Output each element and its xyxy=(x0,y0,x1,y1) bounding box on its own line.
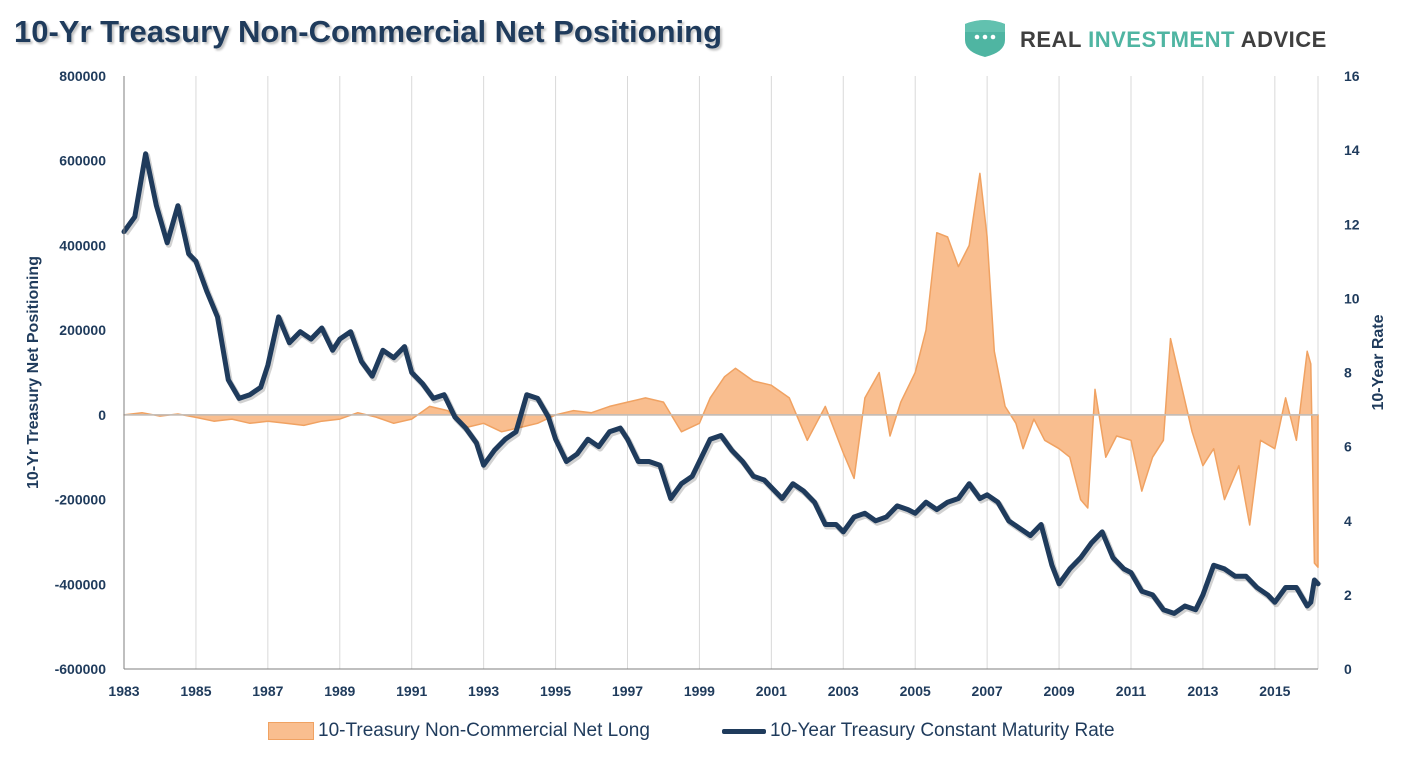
x-tick-label: 1999 xyxy=(684,683,715,699)
x-tick-label: 1995 xyxy=(540,683,571,699)
y-right-tick-label: 0 xyxy=(1344,661,1352,677)
y-right-tick-label: 14 xyxy=(1344,142,1360,158)
rate-line xyxy=(121,151,1321,616)
x-tick-label: 2003 xyxy=(828,683,859,699)
legend-label-net-long: 10-Treasury Non-Commercial Net Long xyxy=(318,720,650,741)
y-right-tick-label: 12 xyxy=(1344,216,1360,232)
brand-word-advice: ADVICE xyxy=(1240,27,1327,52)
net-long-area-series xyxy=(123,172,1319,569)
y-axis-right-label: 10-Year Rate xyxy=(1370,314,1387,410)
y-right-tick-label: 4 xyxy=(1344,513,1352,529)
legend: 10-Treasury Non-Commercial Net Long 10-Y… xyxy=(0,718,1401,748)
x-tick-label: 2011 xyxy=(1116,683,1147,699)
legend-swatch-line xyxy=(722,728,766,734)
y-left-tick-label: 800000 xyxy=(59,68,106,84)
x-tick-label: 2009 xyxy=(1043,683,1074,699)
brand-word-investment: INVESTMENT xyxy=(1088,27,1235,52)
y-right-tick-label: 8 xyxy=(1344,365,1352,381)
chart-svg: 1983 1985 1987 1989 1991 1993 1995 1997 1999 2001… xyxy=(25,68,1387,699)
x-tick-label: 1983 xyxy=(108,683,139,699)
y-left-tick-label: 600000 xyxy=(59,153,106,169)
x-tick-label: 2007 xyxy=(972,683,1003,699)
y-axis-left-label: 10-Yr Treasury Net Positioning xyxy=(25,256,42,489)
y-left-tick-label: -400000 xyxy=(55,576,107,592)
x-tick-label: 2005 xyxy=(900,683,931,699)
y-left-tick-label: 400000 xyxy=(59,237,106,253)
x-tick-label: 1989 xyxy=(324,683,355,699)
x-tick-label: 2013 xyxy=(1187,683,1218,699)
y-left-tick-label: -600000 xyxy=(55,661,107,677)
brand-logo: REAL INVESTMENT ADVICE xyxy=(962,18,1382,58)
legend-item-net-long: 10-Treasury Non-Commercial Net Long xyxy=(268,720,650,742)
chart-title: 10-Yr Treasury Non-Commercial Net Positi… xyxy=(14,14,723,49)
x-tick-label: 2001 xyxy=(756,683,787,699)
legend-item-rate: 10-Year Treasury Constant Maturity Rate xyxy=(722,720,1115,742)
x-tick-label: 2015 xyxy=(1259,683,1290,699)
y-right-tick-label: 2 xyxy=(1344,587,1352,603)
legend-label-rate: 10-Year Treasury Constant Maturity Rate xyxy=(770,720,1115,741)
y-left-tick-label: 0 xyxy=(98,407,106,423)
rate-line-series xyxy=(121,151,1322,619)
x-tick-label: 1991 xyxy=(396,683,427,699)
legend-swatch-area xyxy=(268,722,314,740)
y-right-tick-label: 16 xyxy=(1344,68,1360,84)
x-tick-label: 1997 xyxy=(612,683,643,699)
y-right-tick-label: 6 xyxy=(1344,439,1352,455)
y-left-tick-label: -200000 xyxy=(55,492,107,508)
brand-shield-icon xyxy=(965,20,1005,57)
net-long-area xyxy=(123,172,1319,569)
x-tick-label: 1993 xyxy=(468,683,499,699)
brand-word-real: REAL xyxy=(1020,27,1082,52)
x-tick-label: 1985 xyxy=(180,683,211,699)
y-left-tick-label: 200000 xyxy=(59,322,106,338)
axes: 1983 1985 1987 1989 1991 1993 1995 1997 1999 2001… xyxy=(55,68,1360,699)
y-right-tick-label: 10 xyxy=(1344,290,1360,306)
brand-name: REAL INVESTMENT ADVICE xyxy=(1020,27,1327,53)
x-tick-label: 1987 xyxy=(252,683,283,699)
